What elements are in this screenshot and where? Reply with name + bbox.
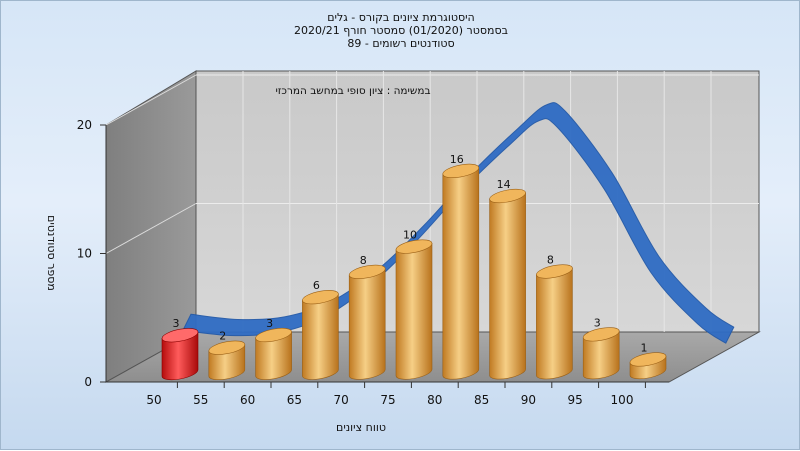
y-tick-label: 20 xyxy=(77,118,92,132)
y-tick-label: 0 xyxy=(84,375,92,389)
bar-body xyxy=(161,331,199,381)
bar-top xyxy=(629,352,667,367)
bar-top xyxy=(582,327,620,342)
x-tick-label: 100 xyxy=(611,393,634,407)
x-tick-label: 80 xyxy=(427,393,442,407)
bar: 2 xyxy=(208,330,246,380)
y-tick-label: 10 xyxy=(77,247,92,261)
bar-value-label: 8 xyxy=(360,254,367,267)
bar-value-label: 6 xyxy=(313,279,320,292)
bar-top xyxy=(395,239,433,254)
x-tick-label: 95 xyxy=(568,393,583,407)
bar-body xyxy=(536,267,573,380)
bar-body xyxy=(255,331,292,380)
bar-top xyxy=(255,327,292,343)
bar: 1 xyxy=(629,341,667,380)
gridline-side xyxy=(105,74,197,126)
bars: 3 2 3 6 8 10 16 14 8 3 1 xyxy=(161,153,667,381)
bar-top xyxy=(536,264,573,279)
bar-value-label: 10 xyxy=(403,229,417,242)
bar-value-label: 3 xyxy=(266,317,273,330)
chart-title: היסטוגרמת ציונים בקורס - גלים xyxy=(327,11,475,24)
bar-body xyxy=(582,330,620,380)
x-tick-label: 90 xyxy=(521,393,536,407)
bar: 8 xyxy=(536,253,573,380)
x-tick-label: 65 xyxy=(287,393,302,407)
x-tick-label: 55 xyxy=(193,393,208,407)
bar-top xyxy=(302,290,339,305)
gridline-side xyxy=(105,203,197,254)
bar-value-label: 8 xyxy=(547,253,554,266)
x-tick-label: 70 xyxy=(334,393,349,407)
bar-top xyxy=(348,264,386,279)
bar-value-label: 3 xyxy=(173,317,180,330)
bar: 16 xyxy=(442,153,480,380)
bar-value-label: 16 xyxy=(450,153,464,166)
y-axis: 0 10 20 xyxy=(77,118,107,389)
bar: 3 xyxy=(582,316,620,380)
x-tick-label: 85 xyxy=(474,393,489,407)
bar-top xyxy=(208,340,246,355)
y-axis-label: מספר סטודנטים xyxy=(45,215,58,291)
x-tick-label: 60 xyxy=(240,393,255,407)
chart-title-semester: בסמסטר (01/2020) סמסטר חורף 2020/21 xyxy=(294,24,508,37)
x-tick-label: 50 xyxy=(146,393,161,407)
x-axis: 50 55 60 65 70 75 80 85 90 95 100 xyxy=(106,381,669,407)
bar-value-label: 14 xyxy=(497,178,511,191)
bar-body xyxy=(395,243,433,380)
bar-value-label: 2 xyxy=(219,330,226,343)
bar-body xyxy=(302,293,339,380)
bar: 6 xyxy=(302,279,339,380)
bar: 3 xyxy=(161,317,199,381)
bar: 8 xyxy=(348,254,386,380)
bar: 14 xyxy=(489,178,526,380)
bar: 10 xyxy=(395,229,433,380)
bar-top xyxy=(489,188,526,204)
bar-top xyxy=(442,163,480,179)
bar-value-label: 1 xyxy=(641,341,648,354)
bar: 3 xyxy=(255,317,292,380)
bar-body xyxy=(348,268,386,380)
x-tick-label: 75 xyxy=(380,393,395,407)
bar-value-label: 3 xyxy=(594,316,601,329)
chart-title-registered: סטודנטים רשומים - 89 xyxy=(347,37,455,50)
bar-body xyxy=(442,167,480,380)
x-axis-label: טווח ציונים xyxy=(336,421,386,434)
bar-top xyxy=(161,328,199,343)
chart-subtitle: במשימה : ציון סופי במחשב המרכזי xyxy=(275,85,430,97)
bar-body xyxy=(489,192,526,380)
